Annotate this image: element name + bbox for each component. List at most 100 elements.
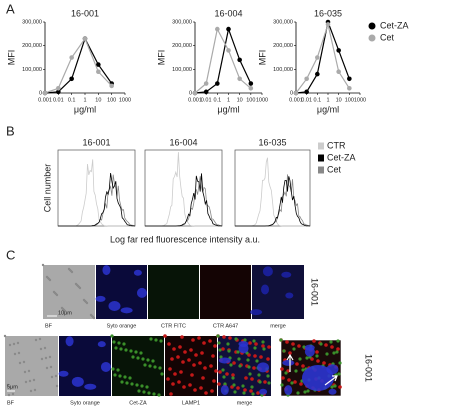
- micrograph-content: [41, 263, 96, 320]
- stain: [285, 340, 289, 344]
- stain: [204, 391, 208, 395]
- stain: [217, 341, 221, 345]
- data-point: [248, 85, 254, 91]
- x-tick-label: 10: [95, 97, 101, 103]
- stain: [181, 360, 185, 364]
- stain: [233, 390, 237, 394]
- stain: [199, 386, 203, 390]
- x-tick-label: 1: [326, 97, 329, 103]
- y-tick-label: 300,000: [273, 19, 293, 25]
- stain: [267, 381, 271, 385]
- stain: [312, 339, 316, 343]
- stain: [134, 350, 138, 354]
- stain: [209, 364, 213, 368]
- stain: [246, 358, 250, 362]
- arrow: [324, 375, 338, 386]
- texture: [45, 366, 49, 370]
- stain: [242, 391, 246, 395]
- stain: [172, 347, 176, 351]
- data-point: [304, 89, 309, 95]
- micrograph-label: Syto orange: [107, 323, 137, 329]
- cell: [58, 370, 69, 377]
- cell: [304, 344, 315, 351]
- stain: [251, 392, 255, 396]
- data-point: [248, 81, 254, 86]
- data-point: [203, 89, 209, 95]
- data-point: [215, 81, 220, 86]
- y-tick-label: 100,000: [22, 67, 42, 73]
- x-tick-label: 1000: [119, 97, 131, 103]
- stain: [177, 380, 181, 384]
- stain: [217, 382, 221, 386]
- data-point: [82, 36, 88, 41]
- stain: [153, 365, 157, 369]
- stain: [201, 376, 205, 380]
- stain: [137, 389, 141, 393]
- texture: [40, 357, 44, 361]
- stain: [301, 364, 305, 368]
- stain: [202, 341, 206, 345]
- x-tick-label: 0.1: [214, 97, 222, 103]
- stain: [200, 351, 204, 355]
- stain: [255, 359, 259, 363]
- stain: [192, 363, 196, 367]
- cell: [120, 307, 133, 314]
- cell: [95, 295, 106, 302]
- data-point: [56, 85, 61, 91]
- stain: [171, 382, 175, 386]
- stain: [319, 342, 323, 346]
- stain: [252, 339, 256, 343]
- stain: [222, 375, 226, 379]
- y-tick-label: 100,000: [172, 67, 192, 73]
- stain: [262, 347, 266, 351]
- stain: [223, 382, 227, 386]
- texture: [32, 378, 36, 382]
- stain: [333, 384, 337, 388]
- stain: [125, 381, 129, 385]
- legend-marker: [368, 22, 376, 30]
- cell: [100, 361, 111, 372]
- stain: [214, 369, 218, 373]
- stain: [221, 368, 225, 372]
- y-tick-label: 300,000: [22, 19, 42, 25]
- texture: [67, 267, 71, 271]
- y-tick-label: 200,000: [22, 43, 42, 49]
- stain: [158, 366, 162, 370]
- stain: [305, 356, 309, 360]
- stain: [231, 376, 235, 380]
- data-point: [315, 55, 320, 60]
- data-point: [215, 26, 220, 32]
- stain: [124, 348, 128, 352]
- x-tick-label: 1000: [354, 97, 366, 103]
- stain: [284, 371, 288, 375]
- stain: [178, 345, 182, 349]
- texture: [28, 379, 32, 383]
- texture: [50, 375, 54, 379]
- micrograph-label: Syto orange: [70, 400, 100, 406]
- y-tick-label: 300,000: [172, 19, 192, 25]
- stain: [301, 368, 305, 372]
- stain: [294, 369, 298, 373]
- stain: [128, 376, 132, 380]
- micrograph-content: [163, 334, 218, 396]
- stain: [167, 342, 171, 346]
- stain: [210, 389, 214, 393]
- stain: [208, 339, 212, 343]
- stain: [159, 339, 163, 343]
- stain: [299, 382, 303, 386]
- stain: [316, 359, 320, 363]
- stain: [253, 354, 257, 358]
- stain: [232, 383, 236, 387]
- texture: [48, 355, 52, 359]
- cell: [102, 265, 111, 276]
- stain: [336, 347, 340, 351]
- legend-marker: [368, 34, 376, 42]
- stain: [303, 390, 307, 394]
- stain: [142, 390, 146, 394]
- data-point: [69, 76, 74, 82]
- arrow: [286, 353, 294, 372]
- stain: [279, 338, 283, 342]
- y-tick-label: 100,000: [273, 67, 293, 73]
- stain: [336, 339, 340, 343]
- texture: [55, 384, 59, 388]
